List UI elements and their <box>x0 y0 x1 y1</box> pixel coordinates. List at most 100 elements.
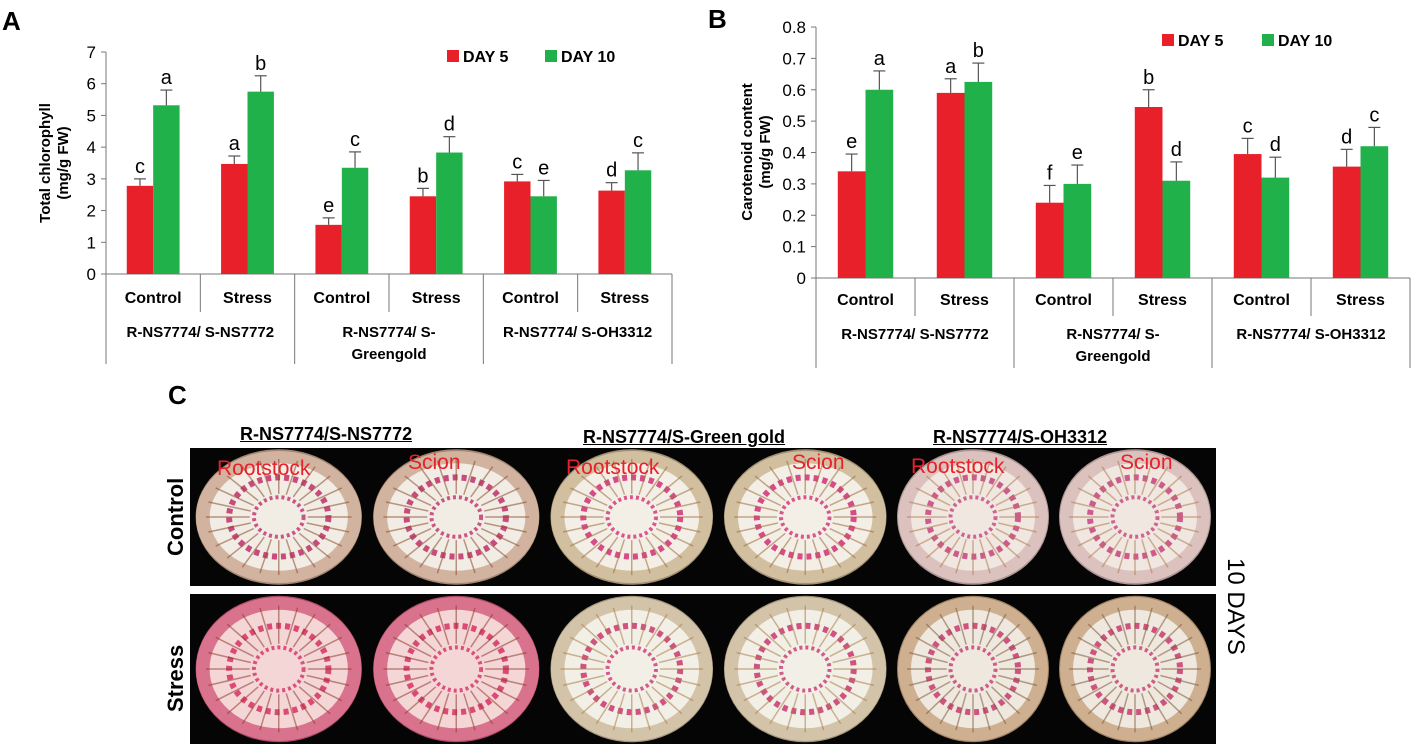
chart-b: 0 0.1 0.2 0.3 0.4 0.5 0.6 0.7 0.8 Carotenoid cont… <box>739 18 1411 368</box>
section-ray <box>385 522 429 533</box>
micro-row-label-stress: Stress <box>163 644 188 712</box>
section-cortex-ring <box>550 595 714 743</box>
section-ray <box>259 539 272 574</box>
bar-day-5 <box>1233 154 1262 278</box>
section-ray <box>1071 674 1110 687</box>
section-ray <box>824 686 856 715</box>
legend-swatch <box>1262 34 1274 46</box>
x-category-label: Stress <box>600 290 649 307</box>
section-ray <box>998 651 1037 664</box>
y-tick-label: 5 <box>87 106 96 125</box>
section-ray <box>769 466 792 498</box>
bar-day-5 <box>936 92 965 278</box>
bar-day-10 <box>530 196 557 274</box>
bar-day-5 <box>837 171 866 278</box>
section-ray <box>241 536 265 568</box>
section-ray <box>581 623 613 652</box>
section-ray <box>754 475 786 502</box>
section-ray <box>285 460 299 495</box>
section-inner-ring <box>948 495 998 539</box>
section-ray <box>915 636 951 658</box>
section-cortex-ring <box>1059 595 1211 743</box>
section-ray <box>298 532 331 559</box>
section-ray <box>392 680 432 702</box>
section-ray <box>1101 466 1123 498</box>
section-ray <box>436 460 450 495</box>
section-ray <box>562 674 605 687</box>
section-ray <box>991 532 1021 559</box>
section-ray <box>991 623 1021 652</box>
section-ray <box>769 690 792 725</box>
x-group-label: R-NS7774/ S-NS7772 <box>127 324 275 341</box>
section-ray <box>786 693 799 731</box>
section-ray <box>1157 527 1193 547</box>
side-label-days: 10 DAYS <box>1222 558 1249 655</box>
section-ray <box>463 607 476 645</box>
section-ray <box>638 607 651 645</box>
section-ray <box>436 539 450 574</box>
section-ray <box>651 686 683 715</box>
x-category-label: Control <box>837 292 894 309</box>
micrograph-cell <box>190 594 545 744</box>
section-ray <box>955 693 967 731</box>
x-category-label: Control <box>1233 292 1290 309</box>
section-ray <box>979 539 991 574</box>
section-ray <box>259 460 272 495</box>
section-ray <box>991 475 1021 502</box>
section-ray <box>476 532 509 559</box>
section-ray <box>743 636 782 658</box>
section-ray <box>285 693 299 731</box>
section-ray <box>476 475 509 502</box>
section-ray <box>1141 607 1153 645</box>
section-ray <box>832 522 875 533</box>
y-tick-label: 0.3 <box>782 175 806 194</box>
section-cortex-ring <box>723 449 887 585</box>
section-ray <box>470 466 494 498</box>
significance-letter: d <box>1171 139 1182 161</box>
section-ray <box>909 651 948 664</box>
section-ray <box>811 607 825 645</box>
y-axis-title-line: Carotenoid content <box>739 83 756 221</box>
y-axis-title-line: Total chlorophyll <box>37 103 54 223</box>
section-ray <box>915 680 951 702</box>
significance-letter: b <box>1143 67 1154 89</box>
section-ray <box>1071 522 1110 533</box>
section-ray <box>581 686 613 715</box>
section-ray <box>292 466 316 498</box>
section-ray <box>581 475 613 502</box>
legend-label: DAY 10 <box>561 49 615 66</box>
x-category-label: Stress <box>412 290 461 307</box>
section-ray <box>1153 532 1183 559</box>
section-ray <box>404 623 437 652</box>
section-ray <box>392 487 432 507</box>
x-category-label: Stress <box>1336 292 1385 309</box>
y-tick-label: 0.6 <box>782 81 806 100</box>
section-ray <box>385 674 429 687</box>
section-ray <box>925 623 955 652</box>
section-ray <box>979 607 991 645</box>
section-ray <box>298 475 331 502</box>
micrograph-image <box>892 594 1216 744</box>
section-ray <box>786 539 799 574</box>
section-ray <box>562 501 605 512</box>
section-ray <box>915 527 951 547</box>
micro-column-title-3: R-NS7774/S-OH3312 <box>933 427 1108 447</box>
y-tick-label: 0.1 <box>782 238 806 257</box>
section-ray <box>484 674 527 687</box>
section-inner-ring <box>251 645 306 693</box>
section-ray <box>985 536 1007 568</box>
section-ray <box>470 613 494 648</box>
section-ray <box>995 527 1031 547</box>
section-ray <box>1087 475 1117 502</box>
bar-day-10 <box>1162 180 1191 278</box>
section-ray <box>306 651 350 664</box>
section-ray <box>829 487 868 507</box>
section-ray <box>818 536 842 568</box>
section-ray <box>811 693 825 731</box>
section-cortex-ring <box>1059 449 1211 585</box>
section-ray <box>470 536 494 568</box>
section-ray <box>208 674 251 687</box>
section-ray <box>562 651 605 664</box>
section-ray <box>569 680 608 702</box>
section-ray <box>241 466 265 498</box>
